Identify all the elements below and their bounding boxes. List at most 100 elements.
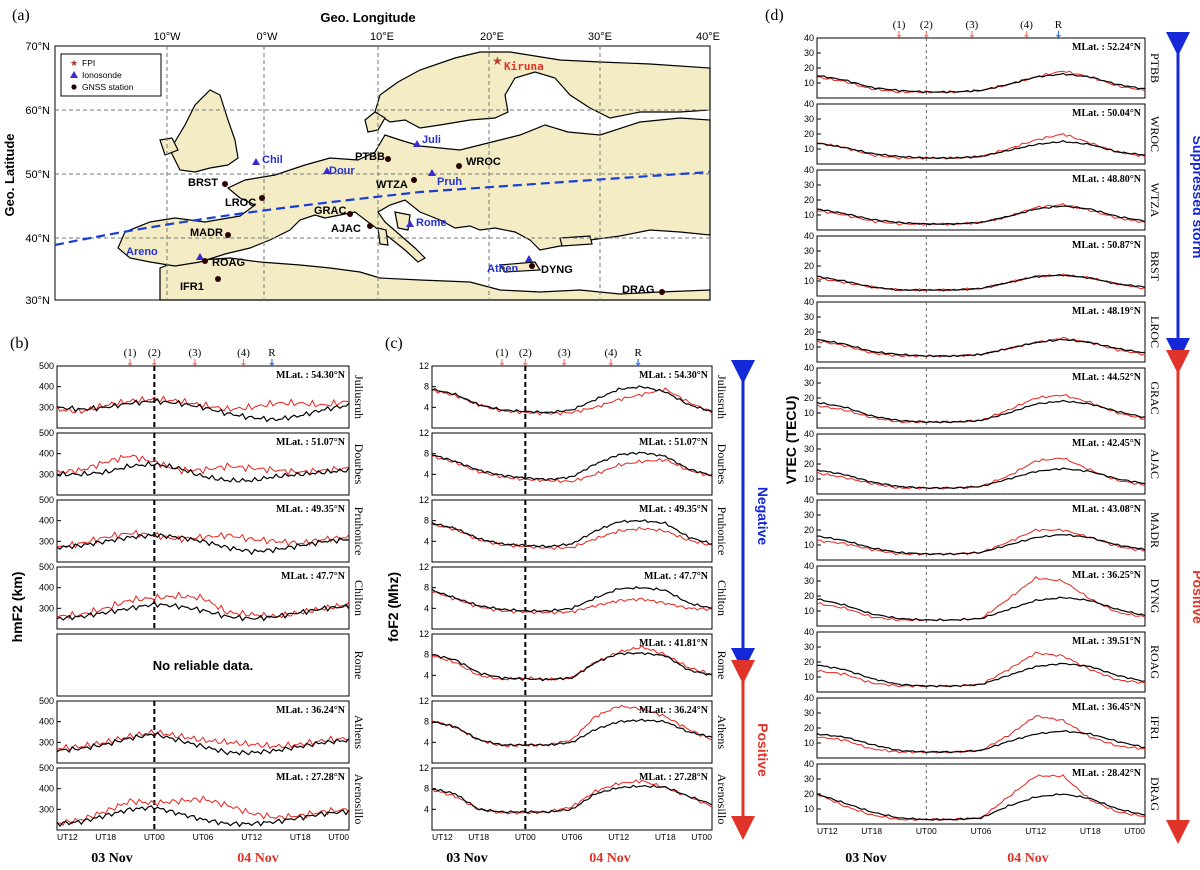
station-name-label: Dourbes — [715, 444, 729, 485]
mlat-label: MLat. : 47.7°N — [281, 571, 346, 582]
y-tick-label: 12 — [419, 428, 429, 438]
x-tick-label: UT12 — [432, 832, 453, 842]
y-tick-label: 40 — [804, 99, 814, 109]
station-name-label: IFR1 — [1148, 716, 1162, 741]
mlat-label: MLat. : 51.07°N — [276, 437, 346, 448]
y-tick-label: 10 — [804, 804, 814, 814]
y-tick-label: 12 — [419, 763, 429, 773]
reference-series-line — [816, 338, 1146, 358]
reference-series-line — [816, 533, 1146, 556]
event-arrow-icon — [561, 359, 567, 366]
map-legend: ★ FPI Ionosonde GNSS station — [60, 53, 162, 97]
y-tick-label: 300 — [39, 737, 54, 747]
gnss-label: GRAC — [314, 205, 346, 217]
subplot-frame — [56, 432, 350, 496]
y-tick-label: 300 — [39, 804, 54, 814]
y-tick-label: 10 — [804, 606, 814, 616]
station-name-label: ROAG — [1148, 645, 1162, 679]
event-label: (3) — [558, 347, 571, 359]
reference-series-line — [56, 460, 350, 483]
y-tick-label: 20 — [804, 393, 814, 403]
ionosonde-marker — [252, 158, 260, 165]
y-tick-label: 40 — [804, 759, 814, 769]
ionosonde-marker — [406, 220, 414, 227]
event-arrow-icon — [635, 359, 641, 366]
gnss-marker — [215, 276, 221, 282]
subplot-frame — [816, 499, 1146, 561]
y-tick-label: 12 — [419, 696, 429, 706]
gnss-marker — [385, 156, 391, 162]
map-ylabel: Geo. Latitude — [2, 133, 17, 216]
x-tick-label: UT00 — [328, 832, 349, 842]
subplot: 40 30 20 10 MLat. : 39.51°N ROAG — [804, 627, 1162, 693]
lat-tick: 30°N — [25, 295, 50, 307]
day1-label-d: 03 Nov — [845, 851, 887, 865]
y-tick-label: 40 — [804, 33, 814, 43]
reference-series-line — [816, 729, 1146, 754]
y-tick-label: 10 — [804, 144, 814, 154]
event-arrow-icon — [1024, 31, 1029, 38]
reference-series-line — [816, 273, 1146, 292]
observed-series-line — [56, 395, 350, 414]
gnss-label: WROC — [466, 156, 501, 168]
gnss-label: IFR1 — [180, 281, 204, 293]
reference-series-line — [816, 72, 1146, 94]
x-tick-label: UT18 — [655, 832, 676, 842]
x-tick-label: UT18 — [290, 832, 311, 842]
x-tick-label: UT12 — [1025, 826, 1046, 836]
station-name-label: Pruhonice — [352, 507, 366, 556]
reference-series-line — [56, 397, 350, 423]
x-tick-label: UT12 — [241, 832, 262, 842]
x-tick-label: UT06 — [562, 832, 583, 842]
legend-gnss: GNSS station — [82, 82, 134, 92]
y-tick-label: 30 — [804, 114, 814, 124]
y-tick-label: 4 — [424, 603, 429, 613]
y-tick-label: 8 — [424, 717, 429, 727]
station-name-label: Chilton — [352, 580, 366, 616]
lat-tick: 40°N — [25, 233, 50, 245]
y-tick-label: 8 — [424, 449, 429, 459]
y-tick-label: 12 — [419, 361, 429, 371]
y-tick-label: 500 — [39, 763, 54, 773]
event-arrow-icon — [923, 31, 929, 38]
subplot: 500 400 300 MLat. : 54.30°N Juliusruh — [39, 361, 366, 429]
subplot-frame — [56, 499, 350, 563]
ionosonde-label: Dour — [329, 165, 355, 177]
observed-series-line — [431, 454, 713, 484]
subplot: 12 8 4 MLat. : 36.24°N Athens — [419, 696, 729, 764]
reference-series-line — [432, 651, 713, 682]
mlat-label: MLat. : 48.80°N — [1072, 174, 1142, 185]
panel-labels: (b) (c) (d) — [10, 7, 784, 352]
subplot-frame — [816, 103, 1146, 165]
station-name-label: Pruhonice — [715, 507, 729, 556]
y-tick-label: 40 — [804, 429, 814, 439]
station-name-label: Juliusruh — [715, 375, 729, 419]
panel-label-c: (c) — [385, 335, 403, 352]
mlat-label: MLat. : 50.87°N — [1072, 240, 1142, 251]
y-tick-label: 8 — [424, 583, 429, 593]
y-tick-label: 10 — [804, 210, 814, 220]
gnss-marker — [659, 289, 665, 295]
ionosonde-marker — [323, 167, 331, 174]
event-label: (1) — [893, 19, 906, 31]
observed-series-line — [56, 454, 350, 476]
y-tick-label: 400 — [39, 516, 54, 526]
x-tick-label: UT18 — [468, 832, 489, 842]
mlat-label: MLat. : 48.19°N — [1072, 306, 1142, 317]
observed-series-line — [56, 795, 350, 826]
kiruna-star-icon: ★ — [492, 54, 503, 68]
ionosonde-label: Juli — [422, 134, 441, 146]
lat-tick: 50°N — [25, 169, 50, 181]
subplot-frame — [431, 566, 713, 630]
storm-boundary-line — [54, 170, 711, 247]
subplot: 12 8 4 MLat. : 47.7°N Chilton — [419, 562, 729, 630]
gnss-marker — [367, 223, 373, 229]
mlat-label: MLat. : 54.30°N — [639, 370, 709, 381]
event-label: (1) — [124, 347, 137, 359]
mlat-label: MLat. : 36.45°N — [1072, 702, 1142, 713]
day-labels: 03 Nov 04 Nov 03 Nov 04 Nov 03 Nov 04 No… — [91, 851, 1049, 866]
subplot: 40 30 20 10 MLat. : 48.80°N WTZA — [804, 165, 1162, 231]
map-panel-label: (a) — [12, 7, 30, 24]
y-tick-label: 40 — [804, 231, 814, 241]
y-tick-label: 300 — [39, 536, 54, 546]
